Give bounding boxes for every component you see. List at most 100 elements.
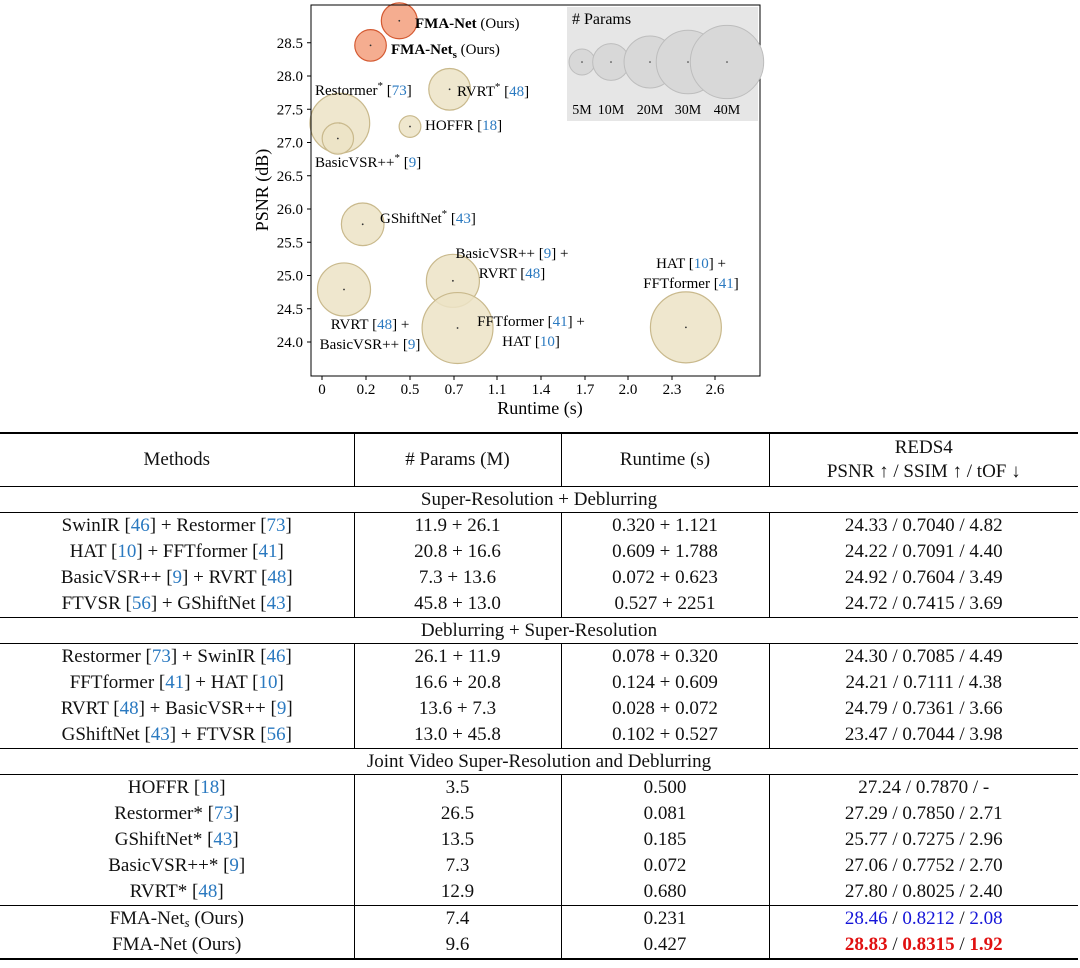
x-tick-label: 0.7 [445, 382, 464, 398]
cell-reds4: 27.06 / 0.7752 / 2.70 [768, 853, 1078, 879]
x-tick-label: 1.1 [488, 382, 507, 398]
x-tick-label: 0 [318, 382, 326, 398]
point-label-0: FMA-Net (Ours) [415, 16, 520, 32]
cell-reds4: 27.24 / 0.7870 / - [768, 774, 1078, 801]
table-row: GShiftNet [43] + FTVSR [56] 13.0 + 45.8 0.… [0, 722, 1078, 749]
table-row: Restormer* [73] 26.5 0.081 27.29 / 0.7850 /… [0, 801, 1078, 827]
table-row: GShiftNet* [43] 13.5 0.185 25.77 / 0.7275 /… [0, 827, 1078, 853]
cell-reds4: 24.79 / 0.7361 / 3.66 [768, 696, 1078, 722]
legend-title: # Params [572, 11, 631, 28]
y-axis: 24.0 24.5 25.0 25.5 26.0 26.5 27.0 27.5 28.0 28.5 [277, 36, 311, 351]
section-row: Super-Resolution + Deblurring [0, 486, 1078, 513]
y-tick-label: 27.0 [277, 136, 303, 152]
cell-method: HAT [10] + FFTformer [41] [69, 541, 284, 562]
cell-method: BasicVSR++ [9] + RVRT [48] [60, 567, 293, 588]
cell-reds4: 28.83 / 0.8315 / 1.92 [768, 932, 1078, 960]
y-tick-label: 24.0 [277, 335, 303, 351]
cell-params: 12.9 [353, 879, 561, 906]
point-label-7-line2: RVRT [48] [479, 266, 545, 282]
cell-reds4: 24.92 / 0.7604 / 3.49 [768, 565, 1078, 591]
x-tick-label: 0.5 [401, 382, 420, 398]
table-row: Restormer [73] + SwinIR [46] 26.1 + 11.9 0… [0, 643, 1078, 670]
x-tick-label: 2.6 [706, 382, 725, 398]
header-runtime: Runtime (s) [560, 432, 769, 487]
cell-method: FFTformer [41] + HAT [10] [69, 672, 284, 693]
point-label-10-line2: FFTformer [41] [643, 276, 738, 292]
cell-reds4: 27.80 / 0.8025 / 2.40 [768, 879, 1078, 906]
cell-reds4: 24.33 / 0.7040 / 4.82 [768, 512, 1078, 539]
cell-method: RVRT [48] + BasicVSR++ [9] [60, 698, 293, 719]
cell-runtime: 0.081 [560, 801, 769, 827]
y-tick-label: 27.5 [277, 102, 303, 118]
cell-method: RVRT* [48] [0, 879, 354, 906]
section-title: Joint Video Super-Resolution and Deblurr… [0, 748, 1078, 775]
cell-method: GShiftNet [43] + FTVSR [56] [0, 722, 354, 749]
cell-method: FMA-Net (Ours) [0, 932, 354, 960]
cell-params: 26.5 [353, 801, 561, 827]
cell-runtime: 0.072 [560, 853, 769, 879]
cell-params: 13.0 + 45.8 [353, 722, 561, 749]
cell-method: FMA-Nets (Ours) [109, 907, 244, 930]
cell-params: 45.8 + 13.0 [353, 591, 561, 618]
cell-method: Restormer [73] + SwinIR [46] [61, 646, 292, 667]
cell-params: 13.5 [353, 827, 561, 853]
bubble-center-0 [398, 19, 401, 22]
y-tick-label: 25.5 [277, 235, 303, 251]
x-tick-label: 2.0 [619, 382, 638, 398]
cell-reds4: 23.47 / 0.7044 / 3.98 [768, 722, 1078, 749]
cell-method: HOFFR [18] [127, 777, 226, 798]
legend-label-30M: 30M [675, 103, 702, 118]
cell-reds4: 24.72 / 0.7415 / 3.69 [768, 591, 1078, 618]
header-reds4-metrics: PSNR ↑ / SSIM ↑ / tOF ↓ [826, 461, 1021, 482]
point-label-6: GShiftNet* [43] [380, 208, 476, 227]
cell-runtime: 0.028 + 0.072 [560, 696, 769, 722]
cell-params: 13.6 + 7.3 [353, 696, 561, 722]
bubble-center-7 [452, 279, 454, 282]
cell-method: BasicVSR++* [9] [108, 855, 246, 876]
cell-reds4: 27.29 / 0.7850 / 2.71 [768, 801, 1078, 827]
x-tick-label: 1.4 [532, 382, 551, 398]
y-tick-label: 25.0 [277, 269, 303, 285]
cell-params: 9.6 [353, 932, 561, 960]
cell-runtime: 0.078 + 0.320 [560, 643, 769, 670]
table-row: BasicVSR++* [9] 7.3 0.072 27.06 / 0.7752 / … [0, 853, 1078, 879]
cell-params: 7.3 + 13.6 [353, 565, 561, 591]
bubble-center-9 [456, 327, 459, 329]
table-header-row: Methods # Params (M) Runtime (s) REDS4 P… [0, 432, 1078, 487]
cell-params: 16.6 + 20.8 [353, 670, 561, 696]
legend-label-20M: 20M [637, 103, 664, 118]
cell-runtime: 0.500 [560, 774, 769, 801]
x-tick-label: 1.7 [576, 382, 595, 398]
cell-runtime: 0.185 [560, 827, 769, 853]
cell-reds4: 28.46 / 0.8212 / 2.08 [768, 905, 1078, 932]
cell-runtime: 0.527 + 2251 [560, 591, 769, 618]
point-label-10: HAT [10] + [656, 256, 726, 272]
point-label-8: RVRT [48] + [331, 317, 410, 333]
y-tick-label: 24.5 [277, 302, 303, 318]
legend-dot-5M [581, 61, 583, 63]
cell-params: 26.1 + 11.9 [353, 643, 561, 670]
x-tick-label: 2.3 [663, 382, 682, 398]
legend-dot-30M [687, 61, 689, 63]
section-row: Deblurring + Super-Resolution [0, 617, 1078, 644]
section-title: Deblurring + Super-Resolution [0, 617, 1078, 644]
section-row: Joint Video Super-Resolution and Deblurr… [0, 748, 1078, 775]
y-tick-label: 28.5 [277, 36, 303, 52]
cell-method: Restormer* [73] [114, 803, 240, 824]
point-label-3: RVRT* [48] [457, 81, 529, 100]
bubble-center-3 [448, 88, 451, 91]
bubble-center-1 [369, 44, 372, 47]
table-row: FTVSR [56] + GShiftNet [43] 45.8 + 13.0 0.… [0, 591, 1078, 618]
table-row: SwinIR [46] + Restormer [73] 11.9 + 26.1 0… [0, 512, 1078, 539]
bubble-center-10 [685, 326, 687, 329]
cell-runtime: 0.124 + 0.609 [560, 670, 769, 696]
table-row: RVRT [48] + BasicVSR++ [9] 13.6 + 7.3 0.02… [0, 696, 1078, 722]
params-legend: # Params 5M 10M 20M 30M 40M [567, 7, 765, 121]
plot-bubbles [309, 2, 722, 365]
cell-runtime: 0.427 [560, 932, 769, 960]
table-row: RVRT* [48] 12.9 0.680 27.80 / 0.8025 / 2.40 [0, 879, 1078, 906]
point-labels: FMA-Net (Ours) FMA-Nets (Ours) Restormer* … [315, 16, 739, 353]
plot-frame [310, 4, 761, 377]
cell-runtime: 0.680 [560, 879, 769, 906]
point-label-8-line2: BasicVSR++ [9] [320, 337, 421, 353]
